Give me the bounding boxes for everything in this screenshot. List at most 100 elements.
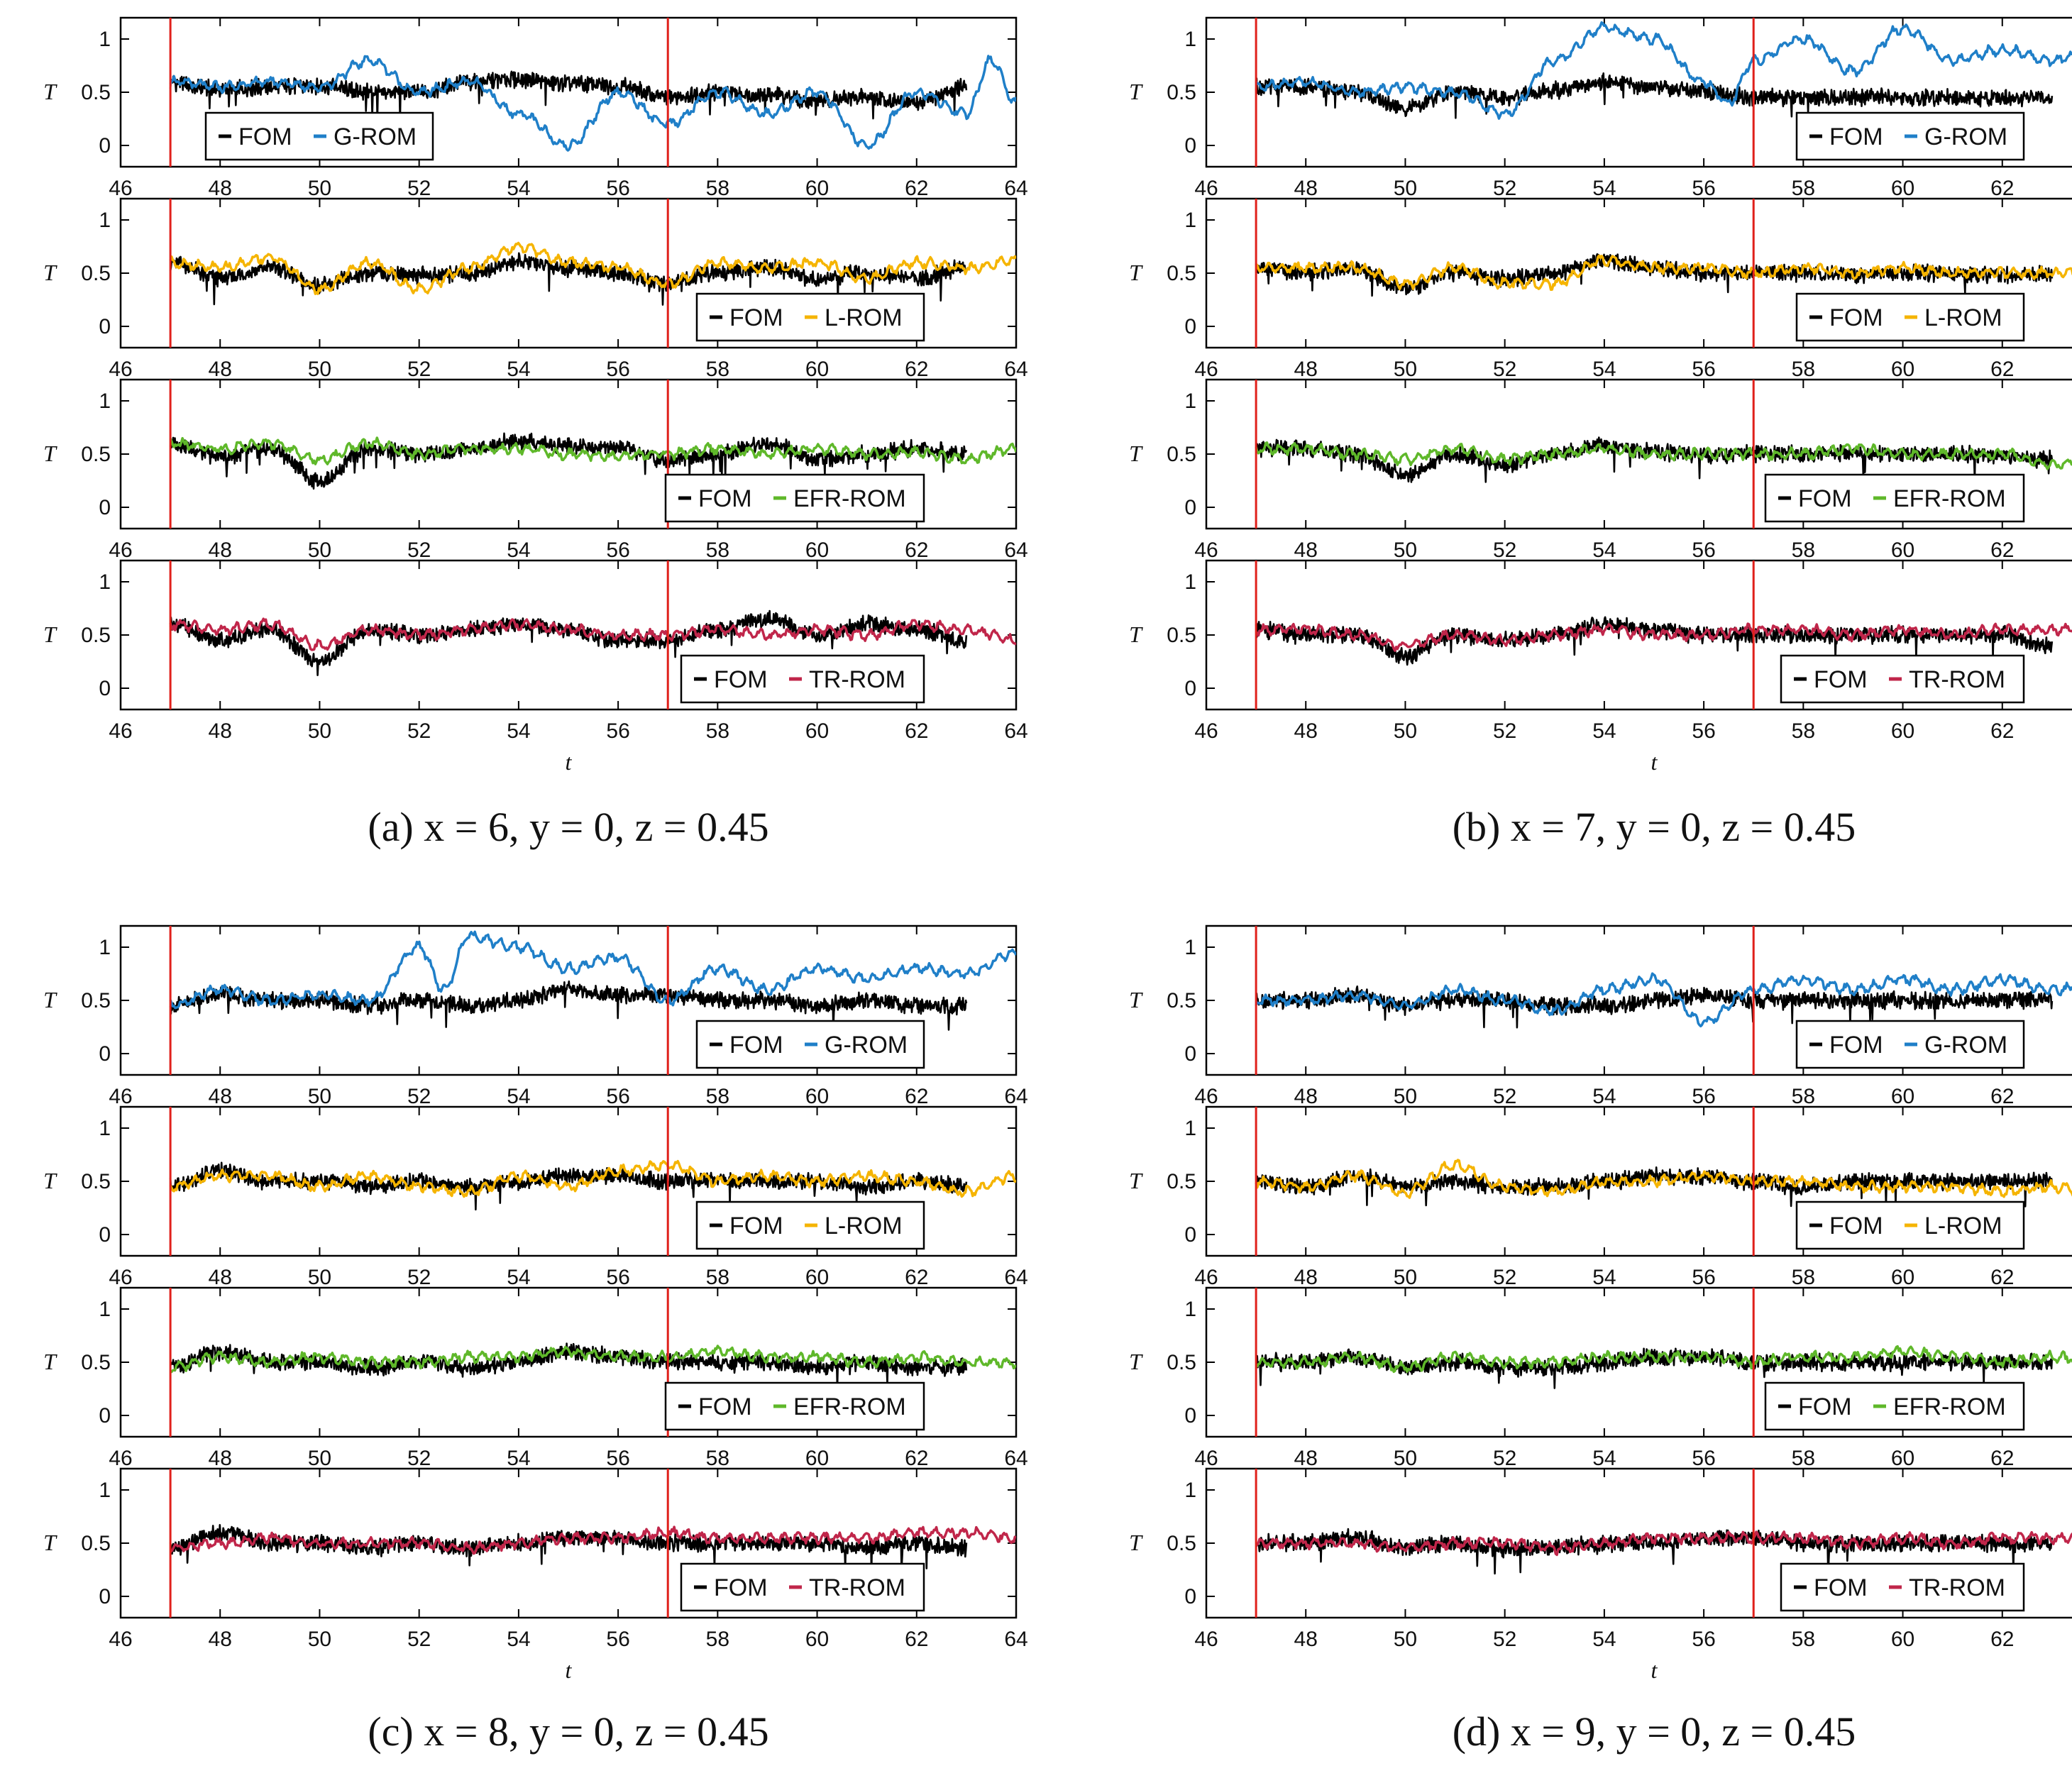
y-axis-label: T xyxy=(1129,1349,1143,1374)
series-efr-rom xyxy=(169,436,1016,465)
x-tick-label: 48 xyxy=(1294,358,1318,381)
x-tick-label: 62 xyxy=(1990,1266,2014,1289)
x-tick-label: 46 xyxy=(109,177,132,200)
x-tick-label: 50 xyxy=(308,539,331,562)
x-tick-label: 56 xyxy=(1692,539,1715,562)
x-tick-label: 62 xyxy=(905,1447,928,1470)
legend: FOM EFR-ROM xyxy=(664,473,925,523)
panel-c: 0 0.5 1 T 46 48 50 52 54 56 58 60 62 64 FOM G-ROM 0 0.5 1 T… xyxy=(43,924,1028,1755)
x-tick-label: 50 xyxy=(1394,177,1417,200)
x-tick-label: 48 xyxy=(1294,1628,1318,1651)
legend: FOM TR-ROM xyxy=(1780,654,2025,704)
x-tick-label: 48 xyxy=(1294,1266,1318,1289)
y-tick-label: 0.5 xyxy=(81,1351,111,1374)
y-tick-label: 0 xyxy=(99,134,111,158)
y-axis-label: T xyxy=(43,1168,57,1193)
x-tick-label: 50 xyxy=(1394,719,1417,743)
x-tick-label: 60 xyxy=(1891,1628,1914,1651)
legend-label-fom: FOM xyxy=(729,1213,783,1239)
x-tick-label: 46 xyxy=(1194,1447,1218,1470)
legend-label-fom: FOM xyxy=(714,1574,768,1601)
x-tick-label: 54 xyxy=(507,358,530,381)
legend-label-fom: FOM xyxy=(1829,1213,1883,1239)
x-tick-label: 48 xyxy=(1294,1085,1318,1108)
legend-label-l-rom: L-ROM xyxy=(825,1213,903,1239)
x-tick-label: 58 xyxy=(1792,177,1815,200)
x-tick-label: 60 xyxy=(1891,358,1914,381)
legend-label-fom: FOM xyxy=(729,304,783,331)
x-tick-label: 60 xyxy=(1891,1266,1914,1289)
y-axis-label: T xyxy=(1129,79,1143,104)
x-tick-label: 54 xyxy=(507,719,530,743)
x-tick-label: 56 xyxy=(1692,1266,1715,1289)
x-tick-label: 50 xyxy=(1394,358,1417,381)
legend-label-fom: FOM xyxy=(698,1393,752,1420)
y-tick-label: 0 xyxy=(99,496,111,519)
x-tick-label: 54 xyxy=(507,177,530,200)
x-axis-label: t xyxy=(1651,749,1658,775)
x-tick-label: 50 xyxy=(308,177,331,200)
legend-label-efr-rom: EFR-ROM xyxy=(793,1393,906,1420)
legend-box xyxy=(680,1562,925,1612)
x-tick-label: 62 xyxy=(1990,177,2014,200)
series-g-rom xyxy=(1255,21,2072,120)
x-tick-label: 50 xyxy=(1394,1266,1417,1289)
legend-label-fom: FOM xyxy=(1829,1032,1883,1059)
legend-label-tr-rom: TR-ROM xyxy=(1909,666,2005,693)
x-tick-label: 60 xyxy=(805,1447,829,1470)
x-tick-label: 62 xyxy=(905,358,928,381)
x-tick-label: 56 xyxy=(606,177,629,200)
y-tick-label: 1 xyxy=(1184,1298,1196,1321)
panel-caption: (c) x = 8, y = 0, z = 0.45 xyxy=(368,1708,768,1755)
y-tick-label: 0 xyxy=(1184,496,1196,519)
legend-label-g-rom: G-ROM xyxy=(1924,1032,2007,1059)
y-tick-label: 1 xyxy=(99,1117,111,1140)
x-tick-label: 58 xyxy=(706,719,729,743)
y-tick-label: 0 xyxy=(1184,315,1196,338)
y-tick-label: 1 xyxy=(1184,1479,1196,1502)
y-axis-label: T xyxy=(43,79,57,104)
legend-label-g-rom: G-ROM xyxy=(334,123,417,150)
x-tick-label: 52 xyxy=(407,1085,431,1108)
legend: FOM EFR-ROM xyxy=(664,1381,925,1431)
x-tick-label: 52 xyxy=(1493,1085,1516,1108)
x-tick-label: 50 xyxy=(308,1085,331,1108)
y-tick-label: 1 xyxy=(99,28,111,51)
y-tick-label: 0 xyxy=(99,1042,111,1066)
legend-box xyxy=(664,473,925,523)
series-g-rom xyxy=(169,55,1016,152)
x-tick-label: 50 xyxy=(1394,1628,1417,1651)
series-efr-rom xyxy=(170,1344,1016,1374)
legend-label-efr-rom: EFR-ROM xyxy=(793,485,906,512)
x-tick-label: 64 xyxy=(1004,177,1027,200)
x-tick-label: 64 xyxy=(1004,1085,1027,1108)
x-tick-label: 46 xyxy=(109,1628,132,1651)
x-tick-label: 52 xyxy=(1493,1266,1516,1289)
x-tick-label: 64 xyxy=(1004,539,1027,562)
x-tick-label: 46 xyxy=(109,1447,132,1470)
x-tick-label: 52 xyxy=(1493,358,1516,381)
y-tick-label: 0 xyxy=(99,1585,111,1608)
x-tick-label: 54 xyxy=(1592,539,1616,562)
series-fom xyxy=(169,1161,968,1211)
y-tick-label: 1 xyxy=(1184,936,1196,959)
x-tick-label: 54 xyxy=(507,1266,530,1289)
legend-label-l-rom: L-ROM xyxy=(825,304,903,331)
y-tick-label: 0 xyxy=(1184,1585,1196,1608)
x-tick-label: 48 xyxy=(209,1628,232,1651)
series-fom xyxy=(1255,72,2054,119)
y-tick-label: 0 xyxy=(99,1223,111,1247)
x-tick-label: 46 xyxy=(1194,1085,1218,1108)
y-tick-label: 0 xyxy=(99,1404,111,1428)
x-tick-label: 52 xyxy=(1493,1447,1516,1470)
x-tick-label: 56 xyxy=(606,1085,629,1108)
y-tick-label: 0 xyxy=(99,677,111,700)
series-l-rom xyxy=(169,241,1016,295)
x-tick-label: 50 xyxy=(1394,1447,1417,1470)
legend-label-g-rom: G-ROM xyxy=(1924,123,2007,150)
panel-caption: (d) x = 9, y = 0, z = 0.45 xyxy=(1453,1708,1856,1755)
x-tick-label: 58 xyxy=(706,1628,729,1651)
